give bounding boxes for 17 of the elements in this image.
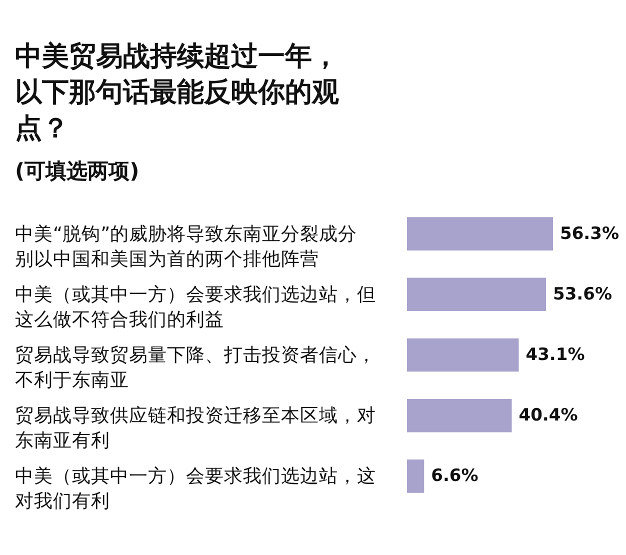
y-tick-label: 贸易战导致贸易量下降、打击投资者信心，不利于东南亚 [15, 344, 376, 391]
bar [407, 460, 424, 493]
text: 中美贸易战持续超过一年，以下那句话最能反映你的观点？ [15, 41, 340, 144]
data-label: 56.3% [560, 224, 619, 244]
bar [407, 338, 519, 372]
bar [407, 217, 553, 250]
y-tick-label: 中美“脱钩”的威胁将导致东南亚分裂成分别以中国和美国为首的两个排他阵营 [15, 222, 358, 270]
y-tick-label: 中美（或其中一方）会要求我们选边站，但这么做不符合我们的利益 [15, 283, 376, 330]
data-label: 43.1% [526, 345, 585, 365]
bar [407, 278, 546, 312]
data-label: 53.6% [553, 284, 612, 304]
y-tick-label: 贸易战导致供应链和投资迁移至本区域，对东南亚有利 [15, 404, 376, 452]
y-tick-label: 中美（或其中一方）会要求我们选边站，这对我们有利 [15, 465, 376, 512]
data-label: 6.6% [431, 466, 478, 486]
bar [407, 398, 512, 432]
data-label: 40.4% [518, 406, 578, 426]
text: (可填选两项) [15, 159, 140, 183]
